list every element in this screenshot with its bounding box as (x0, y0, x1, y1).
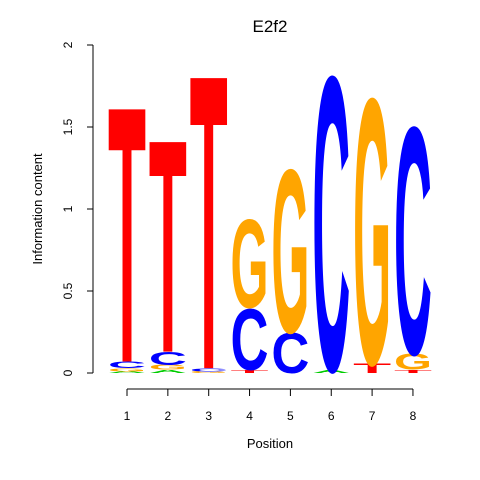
logo-letter-c: C (149, 349, 187, 369)
x-tick-label: 7 (369, 409, 376, 423)
y-tick-label: 0 (61, 369, 75, 376)
logo-letter-g: G (190, 371, 228, 374)
logo-letter-t: T (353, 360, 392, 376)
x-tick-label: 2 (165, 409, 172, 423)
logo-letter-g: G (353, 21, 391, 445)
logo-letter-g: G (231, 195, 269, 335)
x-axis-label: Position (247, 436, 293, 451)
y-axis: 0 0.5 1 1.5 2 (61, 41, 94, 376)
logo-letter-g: G (394, 349, 432, 375)
x-tick-label: 1 (124, 409, 131, 423)
x-axis: 1 2 3 4 5 6 7 8 (124, 388, 417, 423)
logo-letter-a: A (149, 369, 187, 374)
logo-letter-t: T (149, 76, 187, 417)
y-tick-label: 1.5 (61, 118, 75, 135)
logo-letter-c: C (190, 367, 228, 372)
x-tick-label: 3 (205, 409, 212, 423)
logo-letter-g: G (108, 367, 146, 372)
logo-letter-g: G (271, 120, 309, 382)
y-tick-label: 0.5 (61, 282, 75, 299)
x-tick-label: 5 (287, 409, 294, 423)
y-tick-label: 1 (61, 205, 75, 212)
x-tick-label: 8 (410, 409, 417, 423)
logo-letter-c: C (394, 60, 432, 423)
logo-letter-c: C (108, 360, 146, 370)
chart-title: E2f2 (253, 17, 288, 36)
y-axis-label: Information content (30, 153, 45, 265)
logo-letter-t: T (108, 30, 146, 440)
logo-letter-a: A (108, 371, 146, 374)
logo-letter-a: A (312, 369, 350, 374)
logo-letter-t: T (394, 369, 432, 374)
y-tick-label: 2 (61, 41, 75, 48)
logo-letter-c: C (271, 321, 309, 386)
logo-letter-c: C (312, 0, 350, 460)
x-tick-label: 6 (328, 409, 335, 423)
logo-letter-t: T (231, 369, 269, 374)
logo-letter-g: G (149, 364, 187, 372)
logo-letter-c: C (231, 292, 269, 389)
logo-letter-t: T (190, 0, 228, 458)
x-tick-label: 4 (246, 409, 253, 423)
